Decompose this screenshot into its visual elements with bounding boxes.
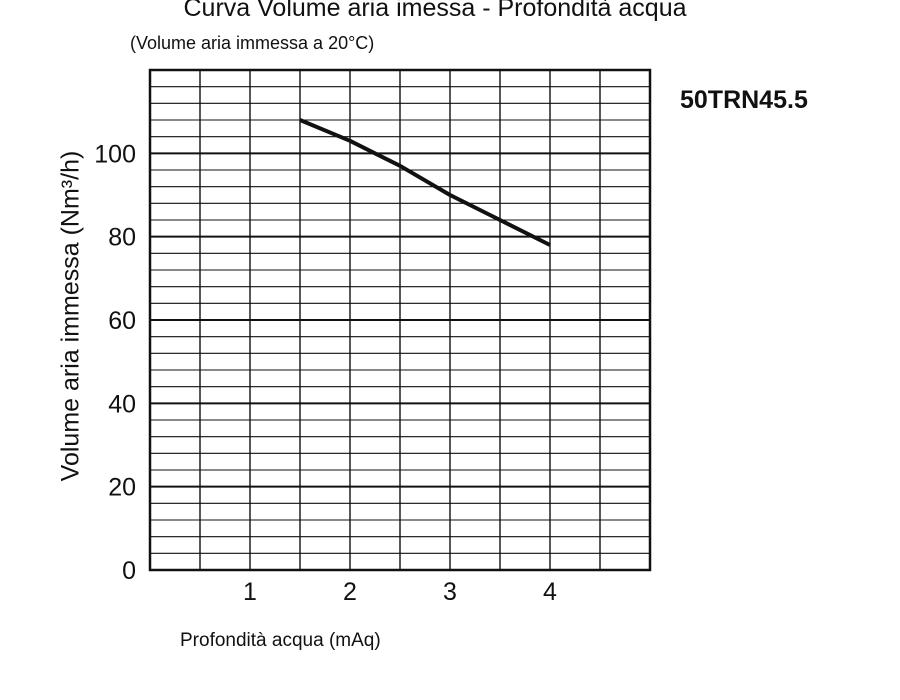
series-layer [299, 118, 551, 247]
x-tick-label: 2 [343, 578, 357, 606]
series-line-0 [299, 118, 551, 247]
chart-title: Curva Volume aria imessa - Profondità ac… [183, 0, 687, 22]
x-axis-label: Profondità acqua (mAq) [180, 630, 381, 651]
model-label: 50TRN45.5 [680, 86, 808, 114]
x-tick-label: 3 [443, 578, 457, 606]
y-tick-label: 80 [108, 224, 136, 252]
plot-frame [148, 68, 652, 572]
y-tick-label: 40 [108, 390, 136, 418]
y-tick-label: 20 [108, 474, 136, 502]
x-tick-label: 1 [243, 578, 257, 606]
tick-labels: 0 20 40 60 80 100 1 2 3 4 [94, 140, 557, 606]
x-tick-label: 4 [543, 578, 557, 606]
y-tick-label: 0 [122, 557, 136, 585]
grid [150, 70, 650, 570]
y-tick-label: 100 [94, 140, 136, 168]
chart-subtitle: (Volume aria immessa a 20°C) [130, 33, 375, 53]
y-tick-label: 60 [108, 307, 136, 335]
